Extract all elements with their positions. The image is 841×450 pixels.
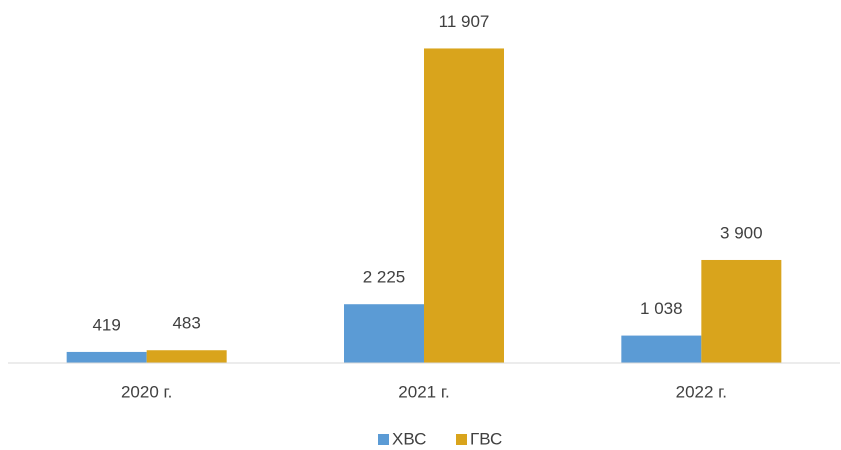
data-label: 1 038: [640, 299, 683, 318]
bar: [424, 48, 504, 363]
x-tick-label: 2021 г.: [398, 382, 449, 401]
data-label: 3 900: [720, 223, 763, 242]
legend-swatch: [378, 434, 389, 445]
bar: [701, 259, 782, 363]
data-label: 419: [92, 315, 120, 334]
legend-label: ГВС: [470, 429, 502, 448]
legend-label: ХВС: [392, 429, 426, 448]
bar: [66, 351, 147, 363]
bar: [146, 350, 227, 363]
data-label: 11 907: [439, 12, 490, 31]
bar: [621, 335, 702, 363]
data-label: 2 225: [363, 268, 406, 287]
x-tick-label: 2020 г.: [121, 382, 172, 401]
bar: [344, 304, 424, 363]
legend-swatch: [456, 434, 467, 445]
x-tick-label: 2022 г.: [676, 382, 727, 401]
data-label: 483: [172, 314, 200, 333]
